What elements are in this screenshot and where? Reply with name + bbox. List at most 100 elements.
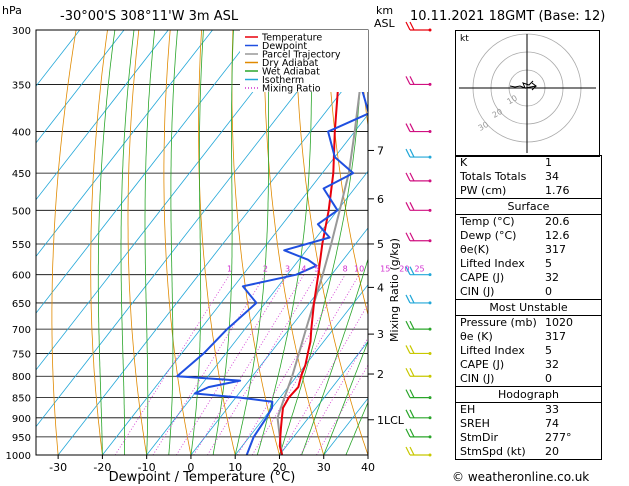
wind-barb-flag (409, 409, 415, 419)
dry-adiabat-line (90, 30, 108, 455)
hodograph-ring-label: 30 (477, 120, 490, 133)
asl-label: ASL (374, 17, 396, 30)
wind-barb (405, 409, 432, 420)
hodo-row: StmDir 277° (460, 431, 572, 444)
wind-barb-flag (405, 148, 411, 158)
dry-adiabat-line (51, 30, 77, 455)
wind-barb (405, 172, 432, 183)
wind-barb-dot (428, 453, 432, 457)
mu-row: CIN (J) 0 (460, 372, 552, 385)
wind-barb-flag (405, 409, 411, 419)
km-tick-label: 3 (377, 328, 384, 341)
wet-adiabat-line (301, 257, 368, 455)
isotherm-line (57, 57, 368, 455)
wind-barb-flag (409, 123, 415, 132)
wind-barb-flag (409, 367, 415, 377)
legend-label: Temperature (261, 33, 322, 44)
mu-row: θe (K) 317 (460, 330, 566, 343)
pressure-tick-label: 350 (12, 80, 31, 91)
km-tick-label: 5 (377, 238, 384, 251)
pressure-tick-label: 450 (12, 169, 31, 180)
hodo-row: StmSpd (kt) 20 (460, 445, 559, 458)
pressure-tick-label: 600 (12, 271, 31, 282)
surface-section-title: Surface (456, 198, 601, 215)
dry-adiabat-line (609, 30, 629, 455)
legend-label: Dry Adiabat (262, 58, 319, 69)
mixing-ratio-label: 8 (343, 265, 348, 274)
mu-row: Pressure (mb) 1020 (460, 316, 573, 329)
mu-row: Lifted Index 5 (460, 344, 552, 357)
wind-barb (405, 389, 432, 400)
mixing-ratio-line (114, 274, 230, 455)
wind-barb-flag (409, 21, 415, 31)
parcel-trajectory-line (276, 30, 365, 455)
pressure-tick-label: 650 (12, 299, 31, 310)
mixing-ratio-axis-label: Mixing Ratio (g/kg) (388, 238, 401, 342)
pressure-tick-label: 500 (12, 206, 31, 217)
wind-barb-flag (405, 389, 411, 398)
legend-label: Dewpoint (262, 41, 307, 52)
hodograph: kt 10 20 30 (455, 30, 600, 157)
wind-barb-dot (428, 208, 432, 212)
legend-label: Parcel Trajectory (262, 50, 341, 61)
dry-adiabat-line (127, 30, 148, 455)
mixing-ratio-line (152, 274, 266, 455)
legend-label: Mixing Ratio (262, 84, 321, 95)
wind-barb-dot (428, 301, 432, 305)
wind-barb (405, 148, 432, 159)
pressure-tick-label: 850 (12, 394, 31, 405)
wind-barb (405, 202, 432, 212)
pressure-tick-label: 400 (12, 128, 31, 139)
wind-barb-flag (405, 428, 411, 438)
surface-row: Temp (°C) 20.6 (460, 215, 570, 228)
isotherm-line (190, 227, 368, 455)
isotherm-line (36, 30, 125, 144)
dry-adiabat-line (231, 30, 280, 455)
wind-barb-dot (428, 155, 432, 159)
pressure-tick-label: 800 (12, 372, 31, 383)
index-row: PW (cm) 1.76 (460, 184, 570, 197)
x-axis-label: Dewpoint / Temperature (°C) (109, 470, 296, 485)
km-tick-label: 1LCL (377, 414, 405, 427)
wind-barb (405, 446, 432, 457)
mixing-ratio-label: 1 (227, 265, 232, 274)
pressure-tick-label: 950 (12, 433, 31, 444)
dry-adiabat-line (326, 30, 368, 317)
wind-barb-dot (428, 239, 432, 243)
mixing-ratio-label: 15 (380, 265, 390, 274)
x-tick-label: 30 (317, 461, 331, 474)
wind-barb-dot (428, 416, 432, 420)
wind-barb-flag (405, 266, 411, 275)
mixing-ratio-line (193, 274, 305, 455)
km-tick-label: 6 (377, 193, 384, 206)
wind-barb-dot (428, 82, 432, 86)
x-tick-label: -10 (138, 461, 156, 474)
mixing-ratio-label: 4 (301, 265, 306, 274)
mixing-ratio-line (237, 274, 346, 455)
mixing-ratio-label: 25 (414, 265, 424, 274)
km-tick-label: 7 (377, 144, 384, 157)
legend-box (240, 30, 368, 92)
wind-barb-dot (428, 435, 432, 439)
wet-adiabat-line (190, 30, 204, 455)
most-unstable-section-title: Most Unstable (456, 299, 601, 316)
temperature-line (278, 30, 342, 455)
mixing-ratio-line (251, 274, 360, 455)
wind-barb (405, 294, 432, 305)
datetime-title: 10.11.2021 18GMT (Base: 12) (410, 9, 605, 24)
wind-barb-flag (405, 367, 411, 377)
mixing-ratio-label: 10 (354, 265, 364, 274)
surface-row: θe(K) 317 (460, 243, 566, 256)
wind-barb-flag (409, 148, 415, 158)
hodograph-ring-label: 10 (506, 93, 519, 106)
wet-adiabat-line (144, 30, 155, 455)
wind-barb-flag (409, 446, 415, 456)
hodograph-ring-label: 20 (491, 107, 504, 120)
mixing-ratio-label: 20 (399, 265, 409, 274)
surface-row: CIN (J) 0 (460, 285, 552, 298)
wind-barb (405, 320, 432, 331)
